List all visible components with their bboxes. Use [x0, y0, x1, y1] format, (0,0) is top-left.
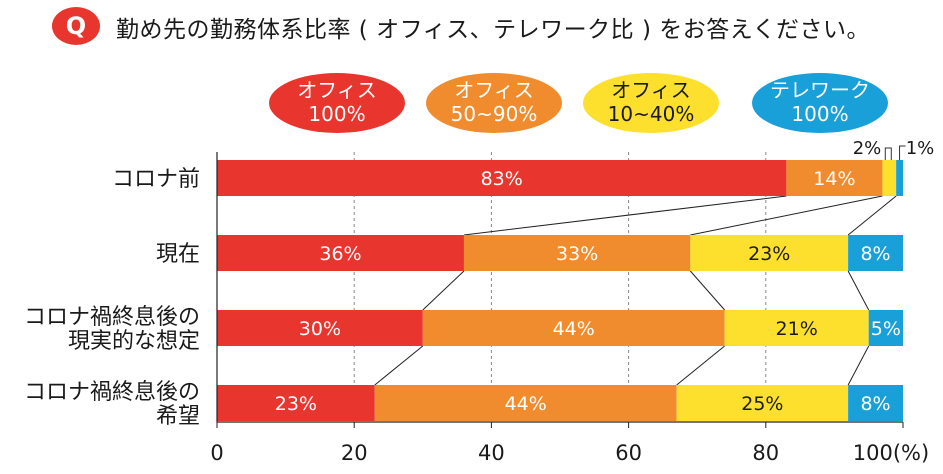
legend-swatch-1	[426, 73, 562, 133]
x-tick-label: 20	[341, 441, 368, 465]
bar-segment	[217, 310, 423, 346]
connector-line	[847, 270, 870, 311]
data-label: 14%	[813, 168, 855, 190]
legend-swatch-3	[752, 73, 888, 133]
question-badge: Q	[52, 7, 100, 45]
callout-bracket	[899, 145, 906, 160]
x-tick-label: 100(%)	[853, 441, 929, 465]
legend-label-1: オフィス	[454, 78, 534, 102]
data-label-callout: 2%	[853, 138, 882, 159]
legend-label-2: 10~40%	[608, 102, 695, 126]
data-label: 5%	[871, 318, 901, 340]
legend-label-0: オフィス	[297, 78, 377, 102]
category-label: コロナ禍終息後の	[24, 380, 200, 405]
bar-segment	[422, 310, 725, 346]
category-label: 現在	[156, 242, 200, 267]
bar-segment	[676, 385, 849, 421]
bar-segment	[896, 160, 903, 196]
legend-label-0: 100%	[308, 102, 365, 126]
data-label: 83%	[481, 168, 523, 190]
connector-line	[676, 345, 725, 386]
bar-segment	[374, 385, 677, 421]
connector-line	[847, 345, 870, 386]
legend-label-1: 50~90%	[451, 102, 538, 126]
data-label: 8%	[860, 243, 890, 265]
data-label: 33%	[556, 243, 598, 265]
category-label: コロナ禍終息後の	[24, 305, 200, 330]
x-tick-label: 40	[478, 441, 505, 465]
connector-line	[463, 195, 787, 236]
legend-swatch-2	[583, 73, 719, 133]
question-text: 勤め先の勤務体系比率 ( オフィス、テレワーク比 ) をお答えください。	[116, 17, 871, 43]
bar-segment	[882, 160, 897, 196]
bar-segment	[463, 235, 691, 271]
bar-segment	[690, 235, 849, 271]
callout-bracket	[884, 147, 892, 160]
data-label: 44%	[553, 318, 595, 340]
data-label-callout: 1%	[906, 138, 935, 159]
connector-line	[847, 195, 897, 236]
legend-label-2: オフィス	[611, 78, 691, 102]
category-label: 現実的な想定	[68, 329, 200, 354]
category-label: 希望	[156, 404, 200, 429]
legend-label-3: 100%	[791, 102, 848, 126]
bar-segment	[848, 385, 903, 421]
x-tick-label: 80	[752, 441, 779, 465]
data-label: 36%	[319, 243, 361, 265]
bar-segment	[217, 385, 375, 421]
data-label: 44%	[505, 393, 547, 415]
legend-label-3: テレワーク	[770, 78, 870, 102]
connector-line	[690, 195, 883, 236]
data-label: 23%	[275, 393, 317, 415]
bar-segment	[868, 310, 903, 346]
data-label: 30%	[299, 318, 341, 340]
bar-segment	[786, 160, 883, 196]
legend-swatch-0	[269, 73, 405, 133]
bar-segment	[724, 310, 869, 346]
data-label: 8%	[860, 393, 890, 415]
connector-line	[422, 270, 465, 311]
category-label: コロナ前	[112, 167, 200, 192]
bar-segment	[217, 235, 464, 271]
bar-segment	[848, 235, 903, 271]
data-label: 25%	[741, 393, 783, 415]
bar-segment	[217, 160, 787, 196]
connector-line	[689, 270, 726, 311]
data-label: 23%	[748, 243, 790, 265]
connector-line	[374, 345, 424, 386]
data-label: 21%	[776, 318, 818, 340]
x-tick-label: 0	[210, 441, 223, 465]
x-tick-label: 60	[615, 441, 642, 465]
